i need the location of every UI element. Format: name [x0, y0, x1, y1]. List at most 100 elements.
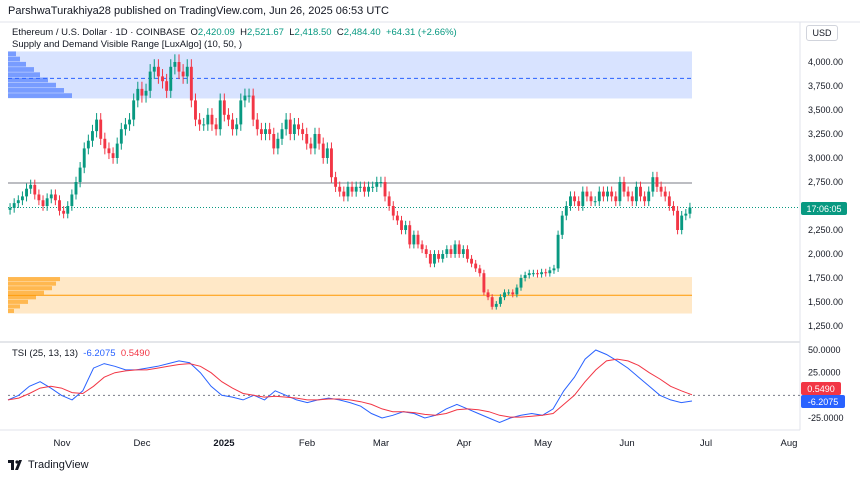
candle-body [284, 119, 288, 130]
candles [8, 54, 692, 310]
candle-body [280, 129, 284, 139]
tsi-legend[interactable]: TSI (25, 13, 13) -6.2075 0.5490 [12, 348, 150, 359]
candle-body [70, 194, 74, 206]
candle-body [165, 81, 169, 91]
candle-body [74, 182, 78, 195]
zones [8, 51, 800, 314]
price-badge: 17:06:05 [806, 204, 841, 214]
symbol-name: Ethereum / U.S. Dollar · 1D · COINBASE [12, 27, 186, 38]
supply-profile-bar [8, 82, 56, 88]
candle-body [301, 129, 305, 134]
candle-body [470, 258, 473, 264]
candle-body [115, 143, 119, 158]
supply-profile-bar [8, 93, 72, 98]
currency-button[interactable]: USD [806, 25, 838, 41]
candle-body [218, 100, 222, 130]
candle-body [519, 278, 523, 288]
candle-body [569, 196, 572, 206]
candle-body [272, 134, 276, 149]
candle-body [564, 206, 568, 216]
candle-body [424, 249, 428, 254]
candle-body [334, 177, 338, 187]
candle-body [688, 207, 692, 214]
candle-body [342, 191, 346, 197]
candle-body [198, 119, 202, 125]
candle-body [268, 129, 272, 134]
tsi-line [7, 349, 693, 424]
candle-body [107, 148, 111, 154]
candle-body [321, 143, 325, 158]
candle-body [330, 148, 333, 178]
candle-body [214, 124, 218, 130]
price-badge-bg [801, 202, 847, 215]
candle-body [346, 186, 350, 197]
candle-body [585, 191, 589, 197]
candle-body [243, 95, 247, 101]
candle-body [297, 124, 300, 130]
candle-body [676, 210, 680, 230]
price-tick-label: 4,000.00 [808, 57, 843, 67]
candle-body [589, 196, 593, 202]
candle-body [119, 129, 123, 144]
candle-body [667, 196, 671, 206]
symbol-legend[interactable]: Ethereum / U.S. Dollar · 1D · COINBASE O… [12, 27, 457, 38]
demand-profile-bar [8, 286, 52, 291]
candle-body [684, 213, 688, 216]
candle-body [515, 287, 519, 295]
candle-body [173, 62, 177, 67]
indicator-legend[interactable]: Supply and Demand Visible Range [LuxAlgo… [12, 39, 243, 50]
candle-body [123, 124, 127, 130]
candle-body [606, 191, 609, 197]
candle-body [474, 263, 478, 269]
candle-body [12, 203, 16, 208]
candle-body [177, 62, 181, 72]
candle-body [25, 188, 28, 197]
candle-body [433, 254, 436, 264]
change-value: +64.31 (+2.66%) [385, 27, 457, 38]
candle-body [37, 194, 41, 201]
published-text: ParshwaTurakhiya28 published on TradingV… [8, 5, 389, 17]
tsi-signal-badge-bg [801, 382, 841, 395]
supply-profile-bar [8, 67, 34, 72]
price-tick-label: 1,750.00 [808, 273, 843, 283]
tradingview-logo-text: TradingView [28, 459, 89, 471]
date-label: Aug [781, 438, 798, 449]
candle-body [156, 66, 160, 77]
candle-body [593, 201, 597, 203]
candle-body [618, 182, 622, 202]
candle-body [247, 95, 251, 97]
price-tick-label: 1,500.00 [808, 297, 843, 307]
tradingview-logo[interactable]: TradingView [8, 459, 89, 471]
candle-body [461, 249, 465, 254]
candle-body [383, 182, 387, 197]
candle-body [465, 249, 469, 259]
candle-body [78, 167, 82, 182]
candle-body [62, 210, 66, 214]
open-label: O [190, 27, 198, 38]
price-tick-label: 3,750.00 [808, 81, 843, 91]
demand-profile-bar [8, 295, 36, 300]
tsi-tick-label: 25.0000 [808, 368, 841, 378]
date-label: Apr [457, 438, 472, 449]
candle-body [169, 66, 173, 91]
candle-body [536, 273, 539, 275]
candle-body [482, 273, 486, 293]
demand-profile-bar [8, 308, 14, 314]
demand-profile-bar [8, 304, 20, 309]
tsi-signal-line [7, 358, 693, 418]
candle-body [66, 206, 70, 214]
candle-body [651, 177, 655, 192]
tsi-value: -6.2075 [83, 348, 116, 359]
demand-profile-bar [8, 281, 56, 286]
badges: 17:06:05 0.5490 -6.2075 [801, 202, 847, 408]
candle-body [367, 186, 370, 192]
candle-body [581, 191, 585, 206]
date-label: Jul [700, 438, 712, 449]
candle-body [91, 131, 94, 141]
candle-body [58, 200, 61, 211]
candle-body [338, 186, 342, 192]
candle-body [560, 215, 564, 235]
tsi-tick-label: -25.0000 [808, 413, 844, 423]
candle-body [610, 191, 614, 197]
